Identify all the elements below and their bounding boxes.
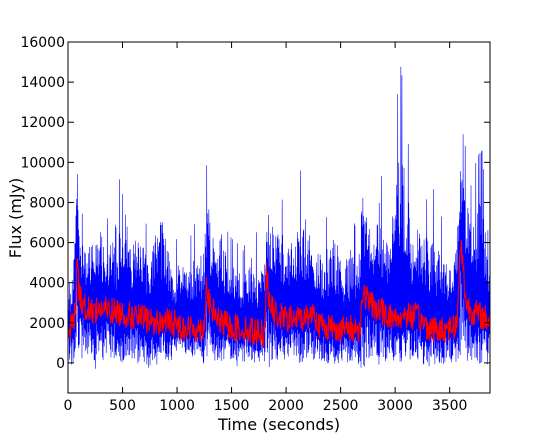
- y-tick-label: 4000: [29, 276, 65, 292]
- y-tick-label: 0: [56, 356, 65, 372]
- y-tick-label: 10000: [20, 155, 65, 171]
- y-tick-label: 6000: [29, 236, 65, 252]
- y-tick-label: 16000: [20, 35, 65, 51]
- x-tick-label: 3500: [432, 398, 468, 414]
- series-smoothed-flux: [68, 239, 490, 347]
- plot-frame: [67, 41, 491, 394]
- x-tick-label: 1000: [159, 398, 195, 414]
- x-axis-label: Time (seconds): [217, 415, 340, 434]
- x-tick-label: 2500: [323, 398, 359, 414]
- x-axis: 0 500 1000 1500 2000 2500 3000 3500: [64, 42, 468, 414]
- y-tick-label: 14000: [20, 75, 65, 91]
- x-tick-label: 1500: [214, 398, 250, 414]
- x-tick-label: 2000: [268, 398, 304, 414]
- x-tick-label: 500: [109, 398, 136, 414]
- x-tick-label: 0: [64, 398, 73, 414]
- y-axis-label: Flux (mJy): [6, 178, 25, 259]
- y-tick-label: 8000: [29, 195, 65, 211]
- y-axis: 0 2000 4000 6000 8000 10000 12000 14000 16000: [20, 35, 490, 372]
- x-tick-label: 3000: [377, 398, 413, 414]
- y-tick-label: 12000: [20, 115, 65, 131]
- series-line-smoothed: [68, 239, 490, 347]
- y-tick-label: 2000: [29, 316, 65, 332]
